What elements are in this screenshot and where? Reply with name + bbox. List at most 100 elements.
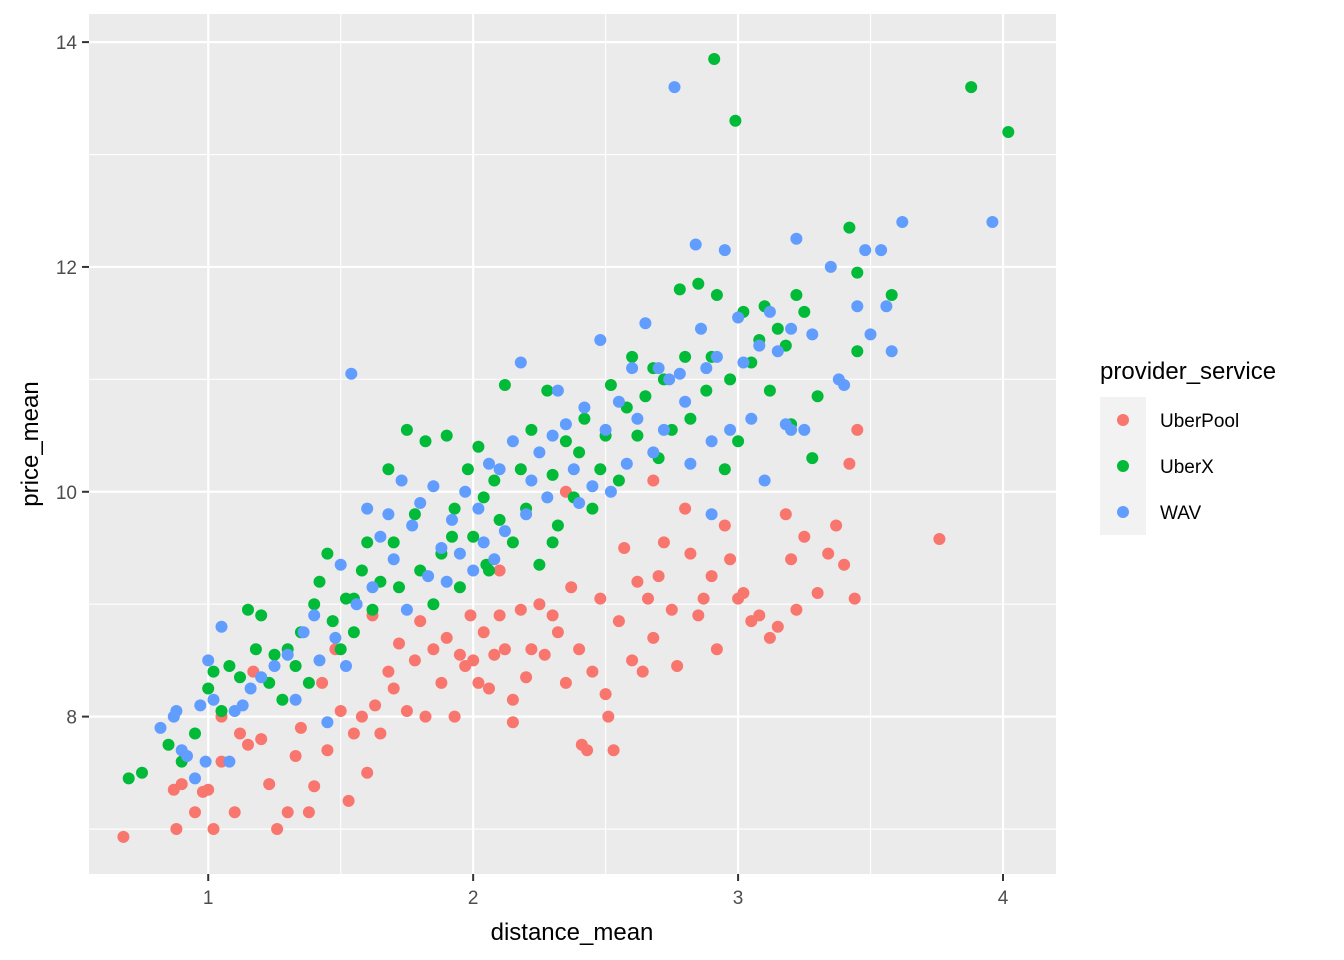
- point-uberpool: [602, 710, 615, 723]
- point-wav: [297, 626, 310, 639]
- point-wav: [395, 474, 408, 487]
- point-wav: [488, 553, 501, 566]
- point-wav: [207, 693, 220, 706]
- point-wav: [329, 631, 342, 644]
- legend-label-uberx: UberX: [1160, 457, 1214, 478]
- point-wav: [154, 721, 167, 734]
- point-uberpool: [334, 705, 347, 717]
- point-uberpool: [546, 609, 559, 622]
- point-uberpool: [117, 830, 130, 843]
- point-uberpool: [538, 648, 551, 661]
- legend-title: provider_service: [1100, 358, 1276, 385]
- point-uberpool: [483, 682, 495, 695]
- point-uberpool: [419, 710, 432, 723]
- point-uberpool: [724, 553, 737, 566]
- point-uberx: [684, 412, 697, 425]
- point-uberx: [806, 452, 819, 465]
- point-uberpool: [393, 637, 405, 650]
- point-wav: [440, 575, 453, 588]
- y-tick-label: 14: [56, 33, 78, 54]
- point-uberpool: [718, 519, 731, 532]
- point-wav: [689, 238, 702, 251]
- point-wav: [446, 513, 458, 526]
- point-uberx: [885, 289, 898, 301]
- point-uberpool: [594, 592, 607, 605]
- point-wav: [790, 232, 803, 245]
- point-uberx: [631, 429, 644, 442]
- point-uberpool: [559, 676, 572, 689]
- point-uberx: [419, 435, 432, 448]
- point-uberx: [162, 738, 175, 751]
- point-wav: [753, 339, 766, 352]
- point-wav: [435, 542, 448, 554]
- point-uberpool: [843, 457, 856, 470]
- point-wav: [896, 216, 909, 228]
- point-uberx: [393, 581, 405, 594]
- point-wav: [626, 362, 639, 375]
- point-wav: [414, 497, 427, 509]
- point-wav: [785, 322, 798, 335]
- point-wav: [268, 660, 281, 672]
- legend-swatch-wav: [1117, 506, 1129, 518]
- point-uberpool: [374, 727, 387, 740]
- point-wav: [546, 429, 559, 442]
- point-uberx: [268, 648, 281, 661]
- point-wav: [652, 362, 665, 375]
- point-uberx: [321, 547, 334, 560]
- point-wav: [281, 648, 294, 661]
- point-uberpool: [573, 643, 586, 656]
- point-uberpool: [414, 615, 427, 628]
- point-uberpool: [851, 423, 864, 436]
- point-uberpool: [506, 716, 519, 729]
- point-wav: [695, 322, 707, 335]
- y-axis: 8 10 12 14: [56, 33, 89, 729]
- point-wav: [859, 244, 872, 257]
- point-uberx: [679, 350, 692, 363]
- point-uberpool: [493, 609, 506, 622]
- point-uberx: [223, 660, 236, 672]
- y-tick-label: 12: [56, 258, 77, 279]
- point-uberpool: [626, 654, 639, 667]
- point-uberpool: [692, 609, 705, 622]
- point-uberx: [578, 412, 591, 425]
- point-wav: [612, 395, 625, 408]
- point-uberx: [573, 446, 586, 459]
- point-wav: [374, 530, 387, 543]
- point-uberx: [215, 705, 228, 717]
- x-tick-label: 2: [468, 888, 479, 909]
- point-uberpool: [763, 631, 776, 644]
- point-uberpool: [342, 794, 355, 807]
- point-uberx: [387, 536, 400, 549]
- point-uberx: [612, 474, 625, 487]
- point-wav: [567, 463, 580, 476]
- point-uberx: [366, 603, 379, 616]
- point-wav: [345, 367, 358, 380]
- point-uberx: [467, 530, 480, 543]
- point-uberpool: [289, 750, 302, 762]
- point-uberpool: [753, 609, 766, 622]
- point-uberx: [242, 603, 254, 616]
- point-uberpool: [369, 699, 382, 712]
- point-uberx: [472, 440, 485, 453]
- point-uberpool: [294, 721, 307, 734]
- point-wav: [718, 244, 731, 257]
- point-wav: [189, 772, 201, 785]
- point-uberpool: [607, 744, 620, 757]
- point-wav: [647, 446, 660, 459]
- point-uberx: [382, 463, 395, 476]
- point-uberpool: [347, 727, 360, 740]
- point-uberx: [446, 530, 458, 543]
- point-wav: [663, 373, 676, 386]
- point-uberx: [440, 429, 453, 442]
- point-uberpool: [506, 693, 519, 706]
- point-uberx: [551, 519, 564, 532]
- point-wav: [199, 755, 212, 768]
- point-uberx: [461, 463, 474, 476]
- point-uberpool: [710, 643, 723, 656]
- point-uberpool: [636, 665, 649, 678]
- point-wav: [313, 654, 326, 667]
- point-uberpool: [408, 654, 421, 667]
- point-wav: [559, 418, 572, 431]
- point-uberpool: [811, 587, 824, 599]
